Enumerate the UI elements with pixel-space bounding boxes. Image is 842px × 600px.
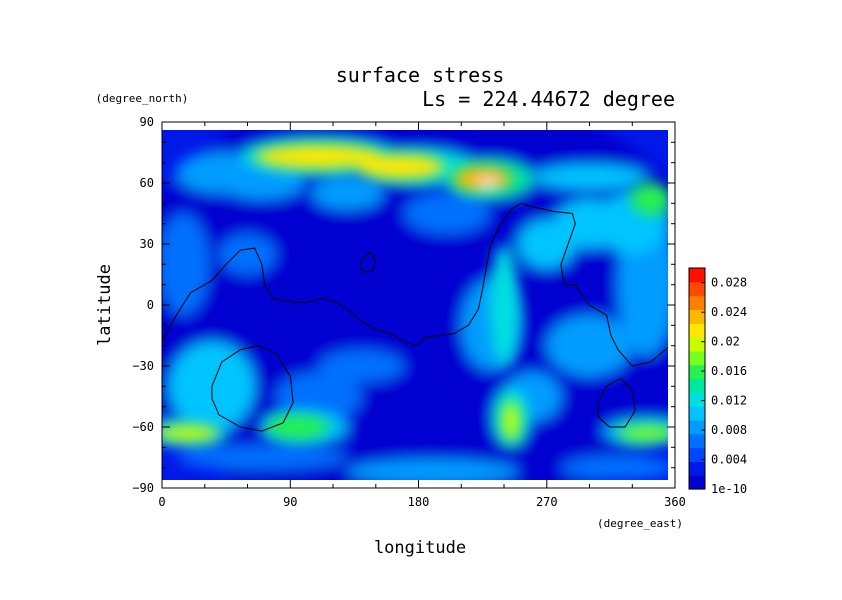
colorbar-swatch-9: [689, 350, 705, 366]
hotspot-4: [630, 183, 668, 216]
colorbar-swatch-1: [689, 461, 705, 476]
hotspot-8: [618, 425, 668, 442]
y-tick-label: −30: [132, 359, 154, 373]
y-tick-label: 60: [140, 176, 154, 190]
colorbar-swatch-4: [689, 419, 705, 435]
y-axis-label: latitude: [95, 264, 115, 346]
colorbar-swatch-8: [689, 364, 705, 380]
axis-ticks: [161, 121, 676, 489]
hotspot-1: [358, 154, 445, 179]
x-unit-label: (degree_east): [597, 517, 683, 530]
coastline-main: [162, 202, 668, 367]
colorbar-swatch-11: [689, 323, 705, 338]
colorbar-label: 0.016: [711, 364, 747, 378]
colorbar-swatch-2: [689, 447, 705, 462]
hotspot-0: [254, 144, 383, 169]
field-patch-10: [162, 213, 210, 316]
colorbar-swatch-0: [689, 475, 705, 490]
coastline-contours: [162, 202, 668, 432]
field-patch-23: [532, 164, 647, 190]
contour-south-basin-east: [597, 377, 636, 428]
y-tick-label: 90: [140, 115, 154, 129]
colorbar-label: 0.008: [711, 423, 747, 437]
hotspot-9: [489, 244, 519, 366]
x-tick-label: 90: [283, 495, 297, 509]
field-patch-13: [276, 372, 362, 421]
x-axis-label: longitude: [374, 538, 466, 558]
y-tick-label: 0: [147, 298, 154, 312]
x-tick-label: 0: [158, 495, 165, 509]
field-patch-5: [311, 176, 383, 210]
field-patch-6: [404, 193, 490, 234]
field-patch-15: [347, 459, 519, 480]
field-patch-16: [176, 445, 348, 470]
hotspot-6: [266, 414, 329, 440]
y-tick-label: −90: [132, 481, 154, 495]
x-tick-label: 360: [664, 495, 686, 509]
colorbar: 0.028 0.024 0.02 0.016 0.012 0.008 0.004 1e-10: [688, 267, 747, 496]
colorbar-label: 1e-10: [711, 482, 747, 496]
colorbar-swatch-12: [689, 309, 705, 324]
colorbar-swatch-5: [689, 406, 705, 421]
field-patch-12: [318, 349, 405, 383]
field-patch-17: [561, 455, 668, 480]
chart-subtitle: Ls = 224.44672 degree: [422, 87, 675, 111]
hotspot-3: [481, 180, 496, 190]
x-tick-label: 180: [408, 495, 430, 509]
colorbar-swatch-6: [689, 392, 705, 407]
field-patch-7: [518, 219, 576, 269]
field-patch-9: [546, 315, 633, 377]
hotspot-5: [162, 425, 219, 442]
y-tick-label: −60: [132, 420, 154, 434]
colorbar-swatch-14: [689, 281, 705, 297]
field-patch-18: [176, 152, 262, 194]
colorbar-swatch-13: [689, 295, 705, 311]
colorbar-label: 0.012: [711, 394, 747, 408]
colorbar-label: 0.024: [711, 305, 747, 319]
field-layer: [162, 130, 668, 480]
colorbar-swatch-3: [689, 433, 705, 449]
colorbar-swatch-15: [689, 268, 705, 283]
x-tick-label: 270: [536, 495, 558, 509]
colorbar-label: 0.028: [711, 276, 747, 290]
colorbar-label: 0.02: [711, 335, 740, 349]
y-tick-label: 30: [140, 237, 154, 251]
contour-south-basin-west: [211, 345, 294, 432]
axis-tick-labels: 0 90 180 270 360 90 60 30 0 −30 −60 −90: [132, 115, 686, 509]
colorbar-label: 0.004: [711, 453, 747, 467]
chart-title: surface stress: [336, 63, 505, 87]
contour-small-ring: [359, 251, 377, 274]
colorbar-swatch-10: [689, 337, 705, 352]
colorbar-swatch-7: [689, 378, 705, 393]
hotspot-layer: [162, 144, 668, 442]
hotspot-7: [502, 400, 520, 442]
field-patch-11: [219, 233, 276, 275]
colorbar-frame: [688, 267, 706, 490]
stress-field: [162, 130, 668, 480]
hotspot-2: [454, 166, 512, 192]
y-unit-label: (degree_north): [96, 92, 189, 105]
